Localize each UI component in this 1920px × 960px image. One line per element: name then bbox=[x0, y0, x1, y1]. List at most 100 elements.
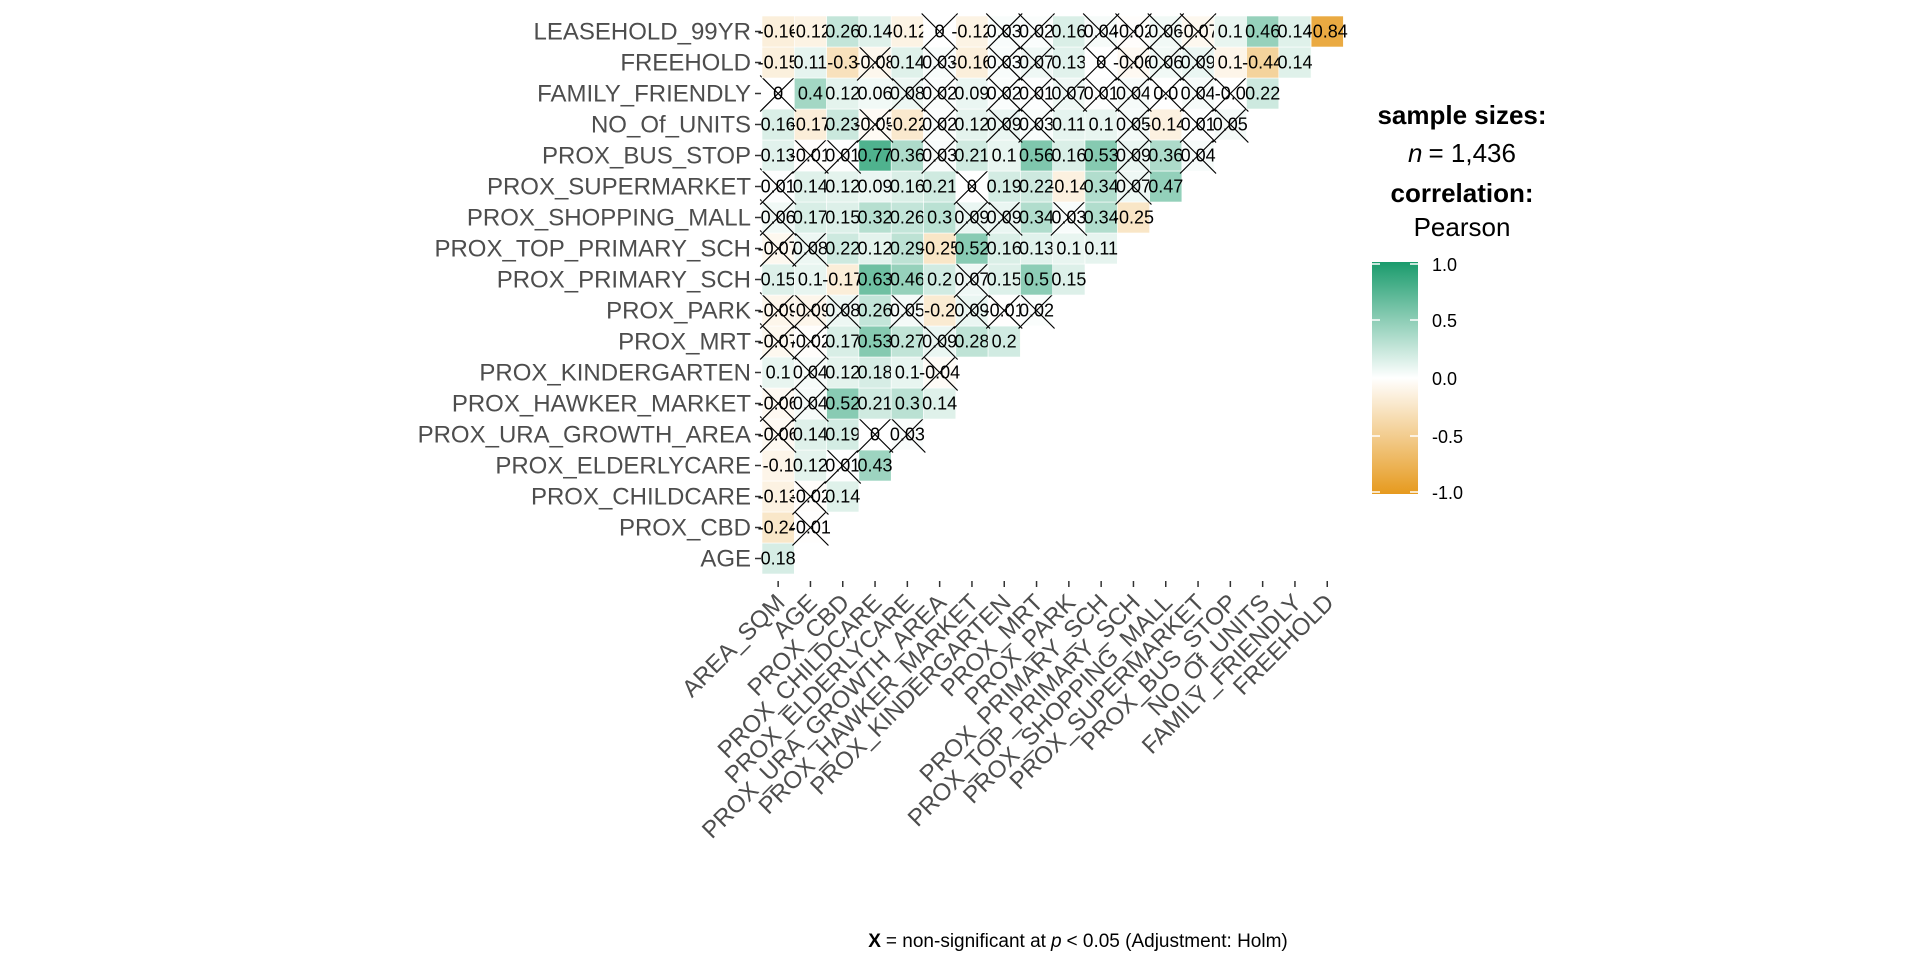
non-significant-x-mark bbox=[985, 13, 1023, 50]
cell-fill bbox=[923, 294, 957, 327]
heatmap-cell: 0.3 bbox=[923, 201, 957, 234]
cell-value-label: -0.2 bbox=[924, 301, 955, 321]
heatmap-cell: 0.04 bbox=[1115, 75, 1152, 112]
cell-value-label: -0.22 bbox=[887, 115, 928, 135]
heatmap-cell: 0.14 bbox=[857, 15, 893, 48]
heatmap-cell: 0.36 bbox=[890, 139, 925, 172]
heatmap-cell: 0.02 bbox=[985, 75, 1023, 112]
cell-value-label: 0.11 bbox=[1084, 239, 1118, 259]
x-axis-labels: AREA_SQMAGEPROX_CBDPROX_CHILDCAREPROX_EL… bbox=[677, 581, 1339, 844]
cell-fill bbox=[826, 325, 860, 358]
cell-value-label: 0.1 bbox=[1218, 53, 1243, 73]
cell-fill bbox=[858, 387, 892, 420]
heatmap-cell: 0.47 bbox=[1148, 170, 1183, 203]
cell-value-label: -0.17 bbox=[822, 270, 863, 290]
cell-value-label: 0.27 bbox=[890, 332, 925, 352]
cell-value-label: 0.22 bbox=[825, 239, 860, 259]
cell-fill bbox=[1278, 46, 1312, 79]
heatmap-cell: 0.19 bbox=[825, 418, 860, 451]
heatmap-cell: 0.1 bbox=[1052, 232, 1086, 265]
heatmap-cell: -0.06 bbox=[758, 385, 799, 422]
cell-value-label: 0.12 bbox=[825, 84, 860, 104]
cell-fill bbox=[826, 201, 860, 234]
cell-fill bbox=[858, 201, 892, 234]
non-significant-x-mark bbox=[1018, 106, 1055, 143]
heatmap-cell: -0.14 bbox=[1145, 108, 1186, 141]
non-significant-x-mark bbox=[888, 75, 926, 112]
heatmap-cell: 0.56 bbox=[1019, 139, 1054, 172]
cell-value-label: 0.19 bbox=[987, 177, 1022, 197]
cell-value-label: 0.52 bbox=[825, 394, 860, 414]
caption-text1: = non-significant at bbox=[886, 931, 1047, 952]
heatmap-cell: 0.04 bbox=[792, 354, 829, 391]
non-significant-x-mark bbox=[1115, 137, 1152, 174]
heatmap-cell: 0.03 bbox=[921, 137, 959, 174]
heatmap-cell: 0.01 bbox=[1082, 75, 1120, 112]
heatmap-cell: 0.46 bbox=[890, 263, 925, 296]
non-significant-x-mark bbox=[759, 199, 797, 236]
heatmap-cell: 0.06 bbox=[1147, 13, 1185, 50]
non-significant-x-mark bbox=[759, 416, 797, 453]
heatmap-cell: 0.02 bbox=[921, 75, 959, 112]
cell-fill bbox=[890, 232, 924, 265]
non-significant-x-mark bbox=[792, 230, 829, 267]
cell-value-label: 0.11 bbox=[1052, 115, 1086, 135]
non-significant-x-mark bbox=[921, 44, 959, 81]
cell-value-label: 0.13 bbox=[1019, 239, 1054, 259]
legend-corr-method: Pearson bbox=[1414, 212, 1511, 242]
heatmap-cell: 0.2 bbox=[923, 263, 957, 296]
heatmap-cell: -0.12 bbox=[790, 15, 831, 48]
cell-value-label: 0.22 bbox=[1019, 177, 1054, 197]
cell-fill bbox=[793, 418, 827, 451]
heatmap-cell: 0.14 bbox=[793, 170, 828, 203]
cell-value-label: 0.1 bbox=[992, 146, 1017, 166]
heatmap-cell: 0.15 bbox=[761, 263, 796, 296]
heatmap-cell: 0.06 bbox=[759, 199, 797, 236]
cell-value-label: 0.15 bbox=[825, 208, 860, 228]
cell-value-label: 0.13 bbox=[1051, 53, 1086, 73]
non-significant-x-mark bbox=[985, 292, 1023, 329]
cell-value-label: 0.12 bbox=[954, 115, 989, 135]
heatmap-cell: 0.02 bbox=[1018, 13, 1055, 50]
cell-fill bbox=[1084, 201, 1118, 234]
legend-n-symbol: n bbox=[1408, 138, 1422, 168]
cell-fill bbox=[890, 263, 924, 296]
cell-fill bbox=[761, 263, 795, 296]
non-significant-x-mark bbox=[759, 292, 797, 329]
heatmap-cell: 0.14 bbox=[922, 387, 957, 420]
non-significant-x-mark bbox=[1050, 199, 1088, 236]
heatmap-cell: 0.05 bbox=[1211, 106, 1249, 143]
heatmap-cell: 0 bbox=[921, 13, 959, 50]
cell-fill bbox=[1246, 15, 1280, 48]
cell-value-label: 0.26 bbox=[890, 208, 925, 228]
heatmap-cell: 0.17 bbox=[825, 325, 860, 358]
heatmap-cell: 0.07 bbox=[1018, 44, 1055, 81]
heatmap-cell: 0.34 bbox=[1084, 201, 1119, 234]
heatmap-cell: -0.07 bbox=[758, 323, 799, 360]
cell-value-label: 0.09 bbox=[954, 84, 989, 104]
heatmap-cell: 0.12 bbox=[825, 356, 860, 389]
cell-value-label: 0.77 bbox=[857, 146, 892, 166]
non-significant-x-mark bbox=[1179, 75, 1217, 112]
cell-value-label: 0.2 bbox=[927, 270, 952, 290]
non-significant-x-mark bbox=[921, 75, 959, 112]
cell-value-label: 0.32 bbox=[857, 208, 892, 228]
non-significant-x-mark bbox=[759, 168, 797, 205]
heatmap-cells: 0.18-0.24-0.01-0.13-0.020.14-0.1 0.120.01… bbox=[758, 13, 1348, 575]
non-significant-x-mark bbox=[1115, 168, 1152, 205]
heatmap-cell: -0.22 bbox=[887, 108, 928, 141]
heatmap-cell: 0.19 bbox=[987, 170, 1022, 203]
cell-fill bbox=[1084, 170, 1118, 203]
heatmap-cell: 0.01 bbox=[824, 447, 862, 484]
heatmap-cell: 0.29 bbox=[890, 232, 925, 265]
non-significant-x-mark bbox=[1179, 13, 1217, 50]
non-significant-x-mark bbox=[1115, 75, 1152, 112]
heatmap-cell: 0.15 bbox=[1051, 263, 1086, 296]
heatmap-cell: -0.25 bbox=[1113, 201, 1154, 234]
cell-value-label: -0.14 bbox=[1048, 177, 1089, 197]
non-significant-x-mark bbox=[1179, 44, 1217, 81]
cell-value-label: 0.14 bbox=[890, 53, 925, 73]
caption-text2: < 0.05 (Adjustment: Holm) bbox=[1067, 931, 1288, 952]
heatmap-cell: 0.02 bbox=[921, 106, 959, 143]
cell-fill bbox=[761, 356, 795, 389]
